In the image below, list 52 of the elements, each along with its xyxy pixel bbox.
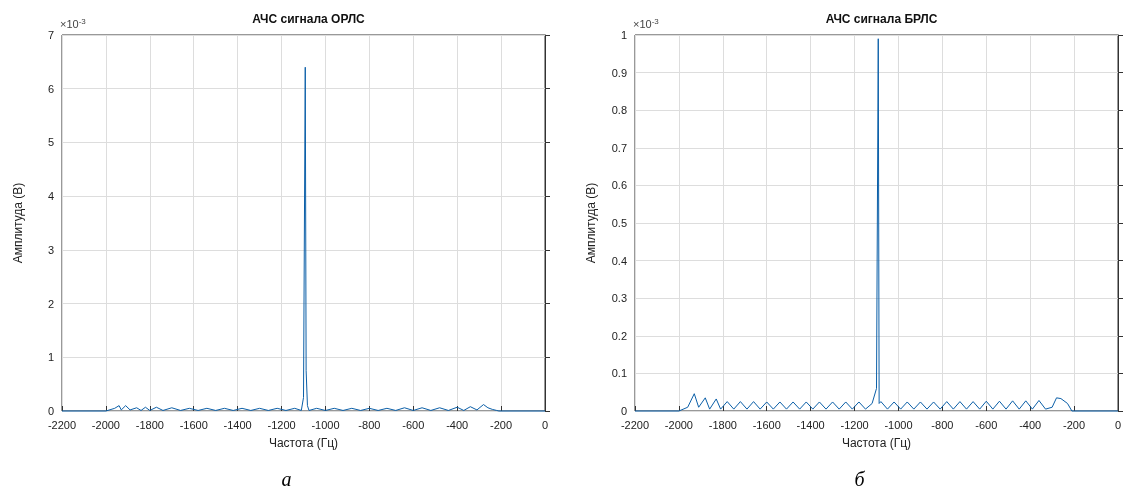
y-tick-label: 7 — [47, 29, 54, 41]
x-tick-label: -1800 — [708, 418, 737, 431]
x-axis-title: Частота (Гц) — [841, 436, 912, 450]
y-tick-label: 1 — [620, 29, 627, 41]
y-tick-label: 0.3 — [611, 292, 627, 305]
x-tick-label: -600 — [402, 418, 425, 431]
x-tick-label: -1600 — [179, 418, 208, 431]
x-tick-label: -2200 — [47, 418, 77, 431]
x-tick-label: -400 — [1019, 418, 1042, 431]
y-tick-label: 4 — [47, 190, 54, 203]
x-tick-label: -2200 — [620, 418, 650, 431]
x-tick-label: -1600 — [752, 418, 781, 431]
y-tick-label: 0.8 — [611, 104, 627, 117]
x-tick-label: -2000 — [91, 418, 120, 431]
x-tick-label: -1800 — [135, 418, 164, 431]
x-tick-label: 0 — [1114, 418, 1122, 431]
x-tick-label: 0 — [541, 418, 549, 431]
x-axis-title: Частота (Гц) — [268, 436, 339, 450]
y-axis-title: Амплитуда (В) — [584, 182, 598, 264]
y-tick-label: 2 — [47, 297, 54, 310]
y-tick-label: 0.6 — [611, 179, 627, 192]
x-tick-label: -1400 — [796, 418, 825, 431]
x-tick-label: -1200 — [840, 418, 869, 431]
chart-title: АЧС сигнала БРЛС — [825, 12, 938, 26]
y-axis-title: Амплитуда (В) — [11, 182, 25, 264]
text: а — [281, 468, 292, 490]
y-tick-label: 6 — [47, 82, 54, 95]
y-tick-label: 0.2 — [611, 329, 627, 342]
line-series — [634, 38, 1119, 412]
x-tick-label: -1400 — [223, 418, 252, 431]
y-tick-label: 0.7 — [611, 141, 627, 154]
y-tick-label: 5 — [47, 136, 54, 149]
x-tick-label: -200 — [490, 418, 513, 431]
y-tick-label: 0.1 — [611, 367, 627, 380]
y-tick-label: 0.4 — [611, 254, 627, 267]
y-tick-label: 0 — [47, 405, 54, 417]
y-tick-label: 0 — [620, 405, 627, 417]
x-tick-label: -2000 — [664, 418, 693, 431]
chart-title: АЧС сигнала ОРЛС — [252, 12, 366, 26]
x-tick-label: -200 — [1063, 418, 1086, 431]
x-tick-label: -800 — [931, 418, 954, 431]
y-tick-label: 3 — [47, 243, 54, 256]
x-tick-label: -1000 — [311, 418, 340, 431]
text: б — [854, 468, 866, 490]
x-tick-label: -600 — [975, 418, 998, 431]
x-tick-label: -1200 — [267, 418, 296, 431]
y-tick-label: 0.5 — [611, 217, 627, 229]
y-tick-label: 0.9 — [611, 66, 627, 79]
x-tick-label: -400 — [446, 418, 469, 431]
x-tick-label: -1000 — [884, 418, 913, 431]
x-tick-label: -800 — [358, 418, 381, 431]
y-tick-label: 1 — [47, 351, 54, 364]
